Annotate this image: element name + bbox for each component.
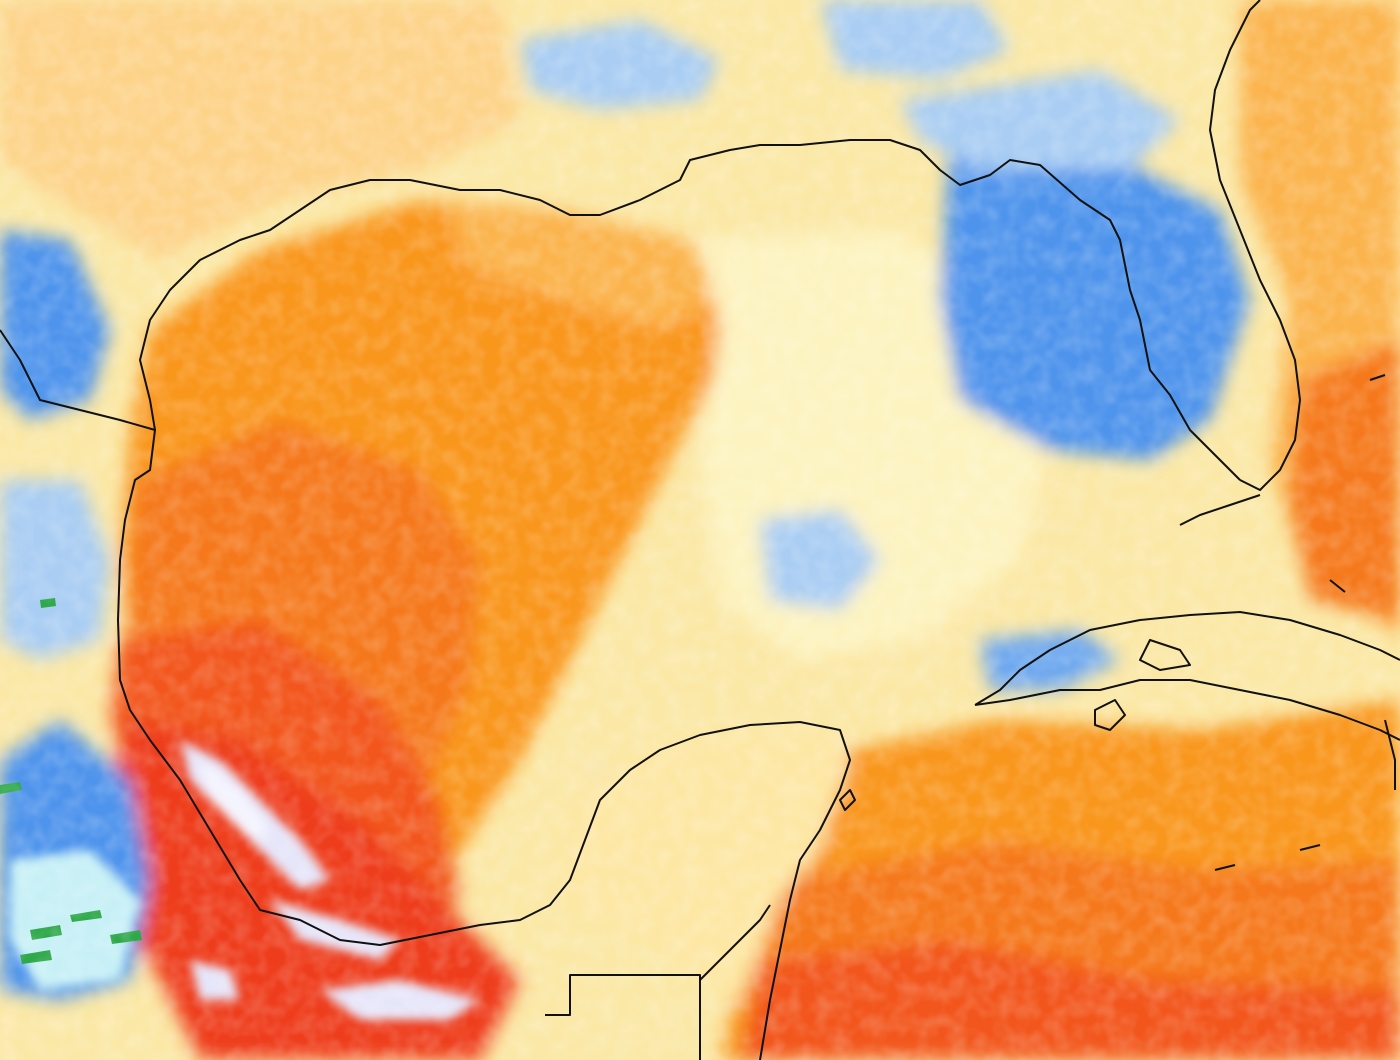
florida-keys xyxy=(1179,494,1261,526)
florida-coastline xyxy=(1209,0,1301,491)
caribbean-island-1 xyxy=(1214,864,1236,871)
caribbean-island-2 xyxy=(1299,844,1321,851)
cuba-inner-bay xyxy=(1139,639,1191,671)
guatemala-border xyxy=(545,974,701,1060)
belize-coast xyxy=(699,904,771,981)
cuba-coastline xyxy=(974,611,1400,741)
gulf-coastline-west-south xyxy=(117,429,851,1060)
gulf-coastline-north-west xyxy=(0,139,1241,481)
cozumel xyxy=(839,789,856,811)
bahamas-islands xyxy=(1329,374,1396,790)
isla-juventud xyxy=(1094,699,1126,731)
